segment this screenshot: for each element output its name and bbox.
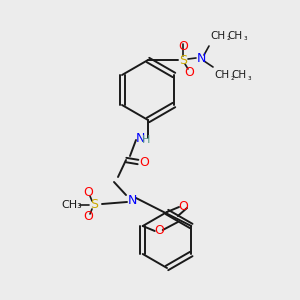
Text: O: O [139, 155, 149, 169]
Text: O: O [184, 65, 194, 79]
Text: CH: CH [231, 70, 247, 80]
Text: N: N [196, 52, 206, 64]
Text: S: S [90, 199, 98, 212]
Text: N: N [135, 133, 145, 146]
Text: ₃: ₃ [247, 73, 251, 82]
Text: CH: CH [214, 70, 230, 80]
Text: O: O [178, 200, 188, 214]
Text: CH: CH [210, 31, 226, 41]
Text: CH₃: CH₃ [61, 200, 82, 210]
Text: ₂: ₂ [226, 34, 230, 43]
Text: H: H [142, 135, 150, 145]
Text: CH: CH [227, 31, 243, 41]
Text: O: O [83, 187, 93, 200]
Text: N: N [127, 194, 137, 206]
Text: O: O [154, 224, 164, 238]
Text: O: O [83, 211, 93, 224]
Text: O: O [178, 40, 188, 53]
Text: ₂: ₂ [230, 73, 234, 82]
Text: S: S [179, 53, 187, 67]
Text: ₃: ₃ [243, 34, 247, 43]
